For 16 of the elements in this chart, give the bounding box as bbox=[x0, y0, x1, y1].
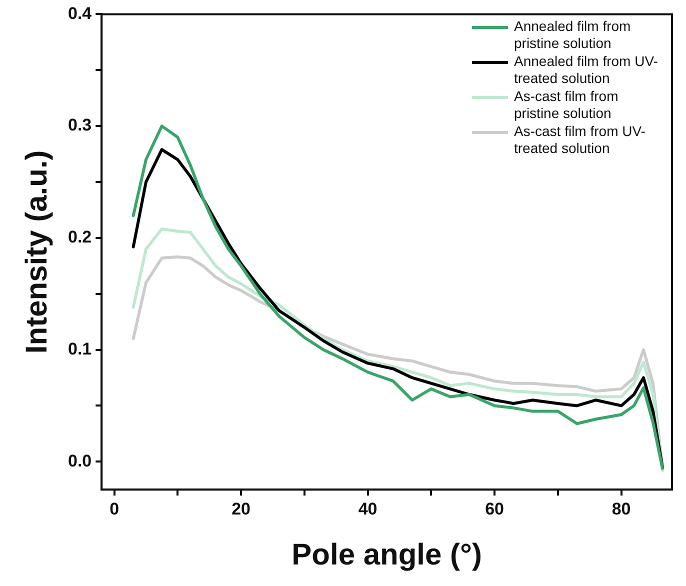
legend-label: As-cast film from pristine solution bbox=[514, 88, 620, 122]
y-tick-label: 0.0 bbox=[68, 451, 92, 470]
x-tick-label: 60 bbox=[485, 499, 504, 518]
y-tick-label: 0.4 bbox=[68, 4, 92, 23]
x-tick-label: 40 bbox=[358, 499, 378, 518]
legend-label: Annealed film from pristine solution bbox=[514, 18, 632, 52]
legend-label: As-cast film from UV-treated solution bbox=[514, 123, 646, 157]
y-tick-label: 0.3 bbox=[68, 116, 92, 135]
y-tick-label: 0.2 bbox=[68, 228, 92, 247]
x-tick-label: 80 bbox=[612, 499, 631, 518]
legend-label: Annealed film from UV-treated solution bbox=[514, 53, 659, 87]
x-tick-label: 20 bbox=[232, 499, 251, 518]
y-axis-title: Intensity (a.u.) bbox=[20, 150, 54, 354]
x-axis-title: Pole angle (°) bbox=[292, 538, 482, 572]
y-tick-label: 0.1 bbox=[68, 339, 92, 358]
x-tick-label: 0 bbox=[110, 499, 120, 518]
